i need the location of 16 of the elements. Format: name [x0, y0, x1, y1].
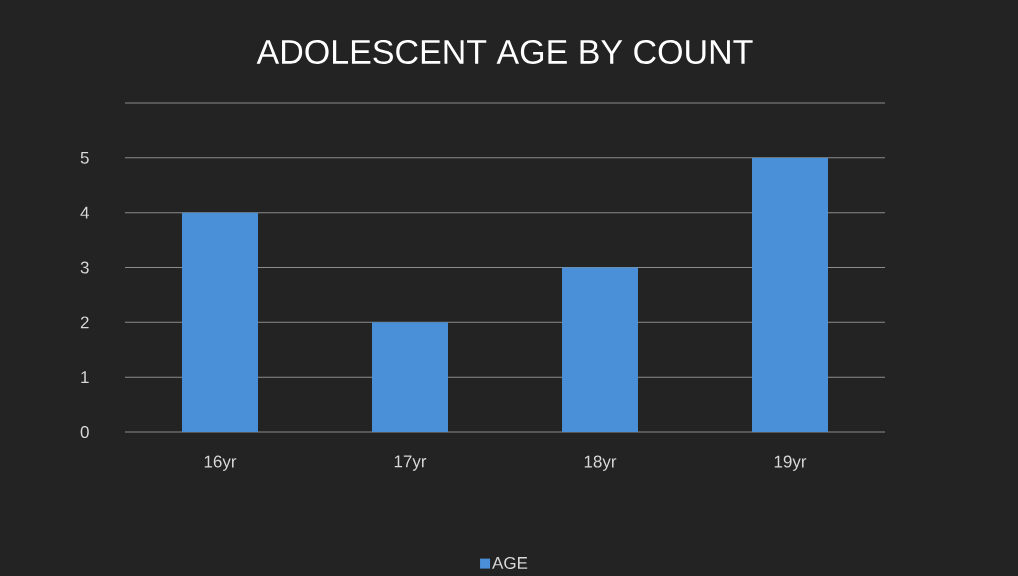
bar	[752, 157, 828, 432]
y-tick-label: 5	[80, 151, 89, 164]
bar	[372, 322, 448, 432]
x-tick-label: 19yr	[774, 455, 807, 471]
y-tick-label: 1	[81, 371, 89, 384]
x-tick-label: 18yr	[584, 455, 617, 471]
legend-label: AGE	[492, 556, 528, 569]
chart-title: ADOLESCENT AGE BY COUNT	[256, 39, 753, 64]
y-tick-label: 0	[80, 425, 89, 439]
bar	[562, 267, 638, 432]
bar	[182, 212, 258, 432]
y-tick-label: 2	[80, 316, 89, 329]
x-tick-label: 17yr	[394, 455, 427, 471]
y-tick-label: 3	[80, 261, 89, 274]
x-tick-label: 16yr	[204, 455, 237, 471]
y-tick-label: 4	[80, 206, 89, 219]
